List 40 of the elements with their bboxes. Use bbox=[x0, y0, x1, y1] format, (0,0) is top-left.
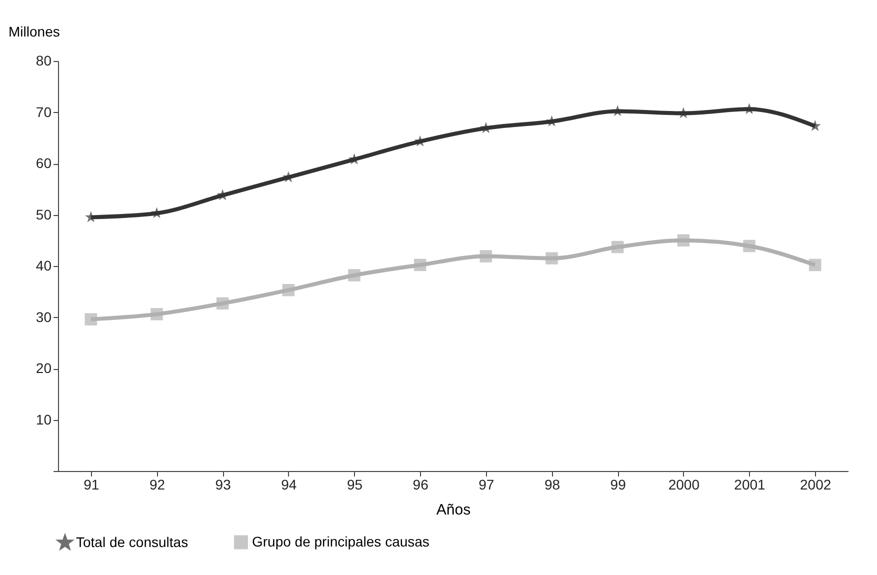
y-tick-label: 70 bbox=[36, 104, 52, 120]
point bbox=[546, 252, 558, 264]
point bbox=[743, 103, 756, 114]
y-tick-label: 80 bbox=[36, 52, 52, 68]
y-tick-label: 30 bbox=[36, 308, 52, 325]
x-tick-label: 95 bbox=[346, 476, 363, 492]
x-tick-label: 2002 bbox=[800, 476, 832, 492]
point bbox=[480, 250, 492, 262]
x-tick-label: 97 bbox=[478, 476, 494, 492]
x-tick-label: 2000 bbox=[668, 476, 700, 492]
point bbox=[414, 258, 426, 272]
y-axis-title: Millones bbox=[8, 24, 60, 40]
x-tick-label: 94 bbox=[281, 476, 297, 492]
x-tick-label: 93 bbox=[215, 476, 232, 492]
point bbox=[612, 105, 624, 116]
point bbox=[85, 211, 97, 222]
point bbox=[808, 258, 822, 272]
x-tick-label: 99 bbox=[610, 476, 626, 492]
x-tick-label: 98 bbox=[544, 476, 560, 492]
point bbox=[84, 313, 98, 326]
point bbox=[678, 107, 690, 118]
point bbox=[677, 234, 690, 246]
point bbox=[282, 284, 295, 296]
x-axis-title: Años bbox=[436, 502, 471, 518]
x-tick-label: 96 bbox=[412, 476, 429, 492]
point bbox=[150, 308, 163, 320]
x-tick-label: 2001 bbox=[734, 476, 766, 492]
point bbox=[348, 269, 360, 282]
y-tick-label: 10 bbox=[36, 411, 52, 428]
y-tick-label: 50 bbox=[36, 206, 52, 222]
legend-label: Grupo de principales causas bbox=[252, 533, 430, 550]
point bbox=[611, 240, 624, 254]
point bbox=[216, 297, 229, 310]
legend-label: Total de consultas bbox=[76, 534, 188, 550]
y-tick-label: 60 bbox=[36, 155, 52, 171]
x-tick-label: 92 bbox=[149, 476, 166, 492]
y-tick-label: 20 bbox=[36, 360, 52, 376]
x-tick-label: 91 bbox=[84, 476, 100, 492]
y-tick-label: 40 bbox=[36, 258, 52, 274]
point bbox=[743, 240, 756, 252]
